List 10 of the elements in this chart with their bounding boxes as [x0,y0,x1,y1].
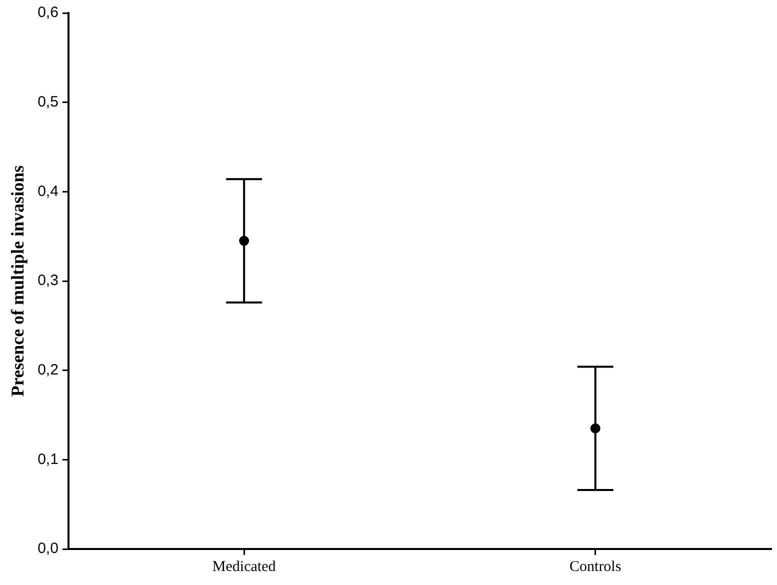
y-tick-label: 0,2 [38,361,58,378]
y-tick-label: 0,3 [38,272,58,290]
y-tick-label: 0,4 [38,182,58,200]
y-tick-label: 0,0 [38,540,58,558]
y-tick-label: 0,1 [38,450,58,468]
x-tick-label: Controls [570,558,622,575]
y-tick-label: 0,5 [38,93,58,110]
x-tick-label: Medicated [212,558,276,575]
y-axis-title: Presence of multiple invasions [7,165,28,397]
y-tick-label: 0,6 [38,4,58,22]
